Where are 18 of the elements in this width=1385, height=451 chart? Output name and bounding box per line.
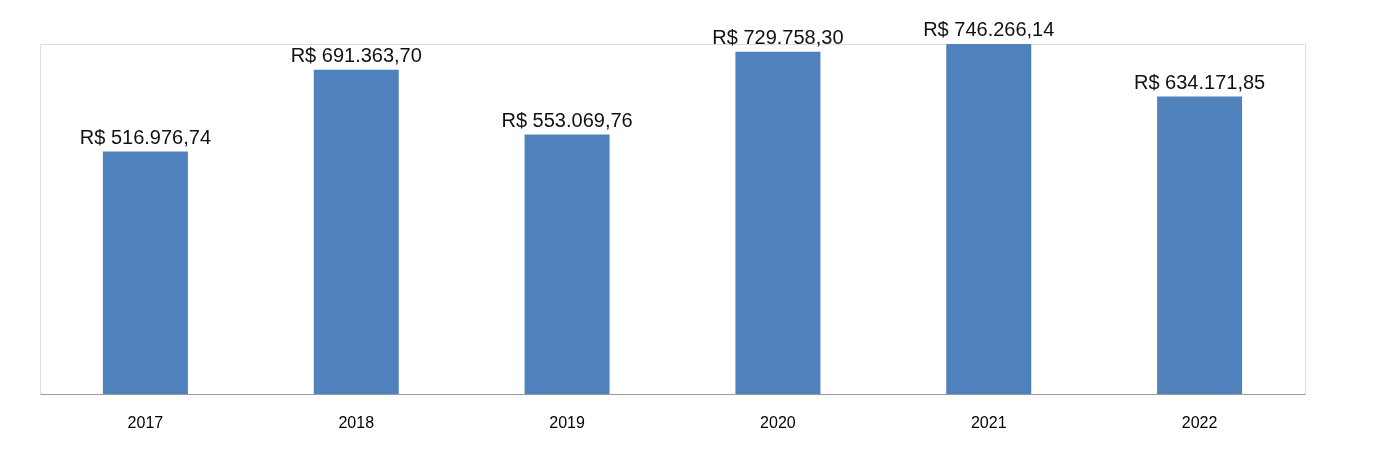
data-label: R$ 729.758,30	[712, 25, 844, 48]
bar	[102, 151, 188, 394]
bar	[313, 69, 399, 394]
x-tick-label: 2018	[338, 413, 375, 431]
bar	[1157, 96, 1243, 394]
data-label: R$ 691.363,70	[290, 43, 422, 66]
bar	[735, 51, 821, 394]
x-tick-label: 2019	[549, 413, 585, 431]
x-tick-label: 2020	[760, 413, 796, 431]
data-label: R$ 746.266,14	[923, 18, 1055, 40]
x-tick-label: 2021	[970, 413, 1007, 431]
x-tick-label: 2022	[1181, 413, 1218, 431]
data-label: R$ 553.069,76	[501, 108, 633, 131]
data-label: R$ 516.976,74	[79, 125, 212, 148]
bar	[946, 44, 1032, 394]
data-label: R$ 634.171,85	[1133, 70, 1266, 93]
x-tick-label: 2017	[127, 413, 164, 431]
bar	[524, 134, 610, 394]
